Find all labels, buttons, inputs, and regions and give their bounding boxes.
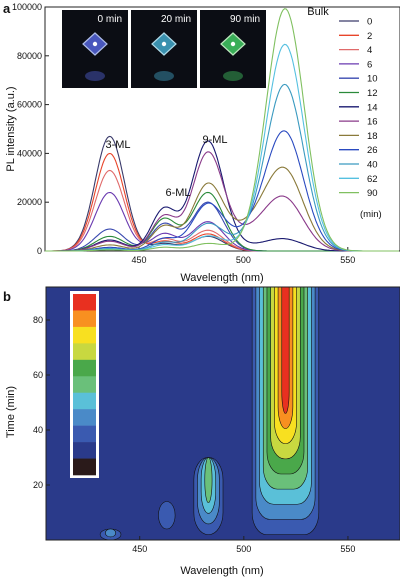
x-tick-label: 550 bbox=[340, 544, 355, 554]
reflection bbox=[154, 71, 174, 81]
panel-b-y-axis-title: Time (min) bbox=[5, 386, 17, 438]
contour-band bbox=[204, 457, 213, 504]
colorbar-segment bbox=[73, 326, 96, 344]
panel-a-y-axis-title: PL intensity (a.u.) bbox=[5, 86, 17, 171]
series-line-40min bbox=[45, 83, 399, 252]
panel-a-legend: 0 2 4 6 10 12 14 16 18 26 40 62 90 (min) bbox=[339, 17, 382, 220]
y-tick-label: 20000 bbox=[17, 197, 42, 207]
colorbar-segment bbox=[73, 392, 96, 410]
colorbar-segment bbox=[73, 425, 96, 443]
x-tick-label: 450 bbox=[132, 544, 147, 554]
peak-label: 6-ML bbox=[165, 187, 190, 199]
y-tick-label: 80 bbox=[33, 315, 43, 325]
light-spot bbox=[161, 41, 167, 47]
contour-band bbox=[158, 501, 176, 530]
y-tick-label: 80000 bbox=[17, 51, 42, 61]
light-spot bbox=[92, 41, 98, 47]
colorbar-segment bbox=[73, 294, 96, 311]
y-tick-label: 100000 bbox=[12, 2, 42, 12]
light-spot bbox=[230, 41, 236, 47]
panel-a-x-axis-title: Wavelength (nm) bbox=[180, 272, 263, 284]
legend-label: 40 bbox=[367, 160, 378, 171]
series-line-26min bbox=[45, 130, 399, 252]
series-line-14min bbox=[45, 140, 399, 252]
panel-b-x-axis-title: Wavelength (nm) bbox=[180, 565, 263, 577]
inset-time-label: 0 min bbox=[98, 14, 122, 25]
panel-b-axes: 20 40 60 80 450 500 550 bbox=[33, 315, 355, 554]
y-tick-label: 40000 bbox=[17, 148, 42, 158]
legend-label: 26 bbox=[367, 145, 378, 156]
legend-unit: (min) bbox=[360, 209, 382, 220]
panel-a-inset-photos: 0 min 20 min 90 min bbox=[62, 10, 266, 88]
panel-label-a: a bbox=[3, 1, 11, 16]
reflection bbox=[85, 71, 105, 81]
colorbar-segment bbox=[73, 442, 96, 459]
panel-a-series bbox=[45, 8, 399, 252]
series-line-90min bbox=[45, 8, 399, 252]
contour-band bbox=[281, 287, 290, 414]
legend-label: 62 bbox=[367, 174, 378, 185]
inset-time-label: 90 min bbox=[230, 14, 260, 25]
panel-a-annotations: 3-ML 6-ML 9-ML Bulk bbox=[105, 6, 329, 199]
contour-band bbox=[105, 528, 117, 538]
peak-label: 9-ML bbox=[202, 134, 227, 146]
inset-photo: 20 min bbox=[131, 10, 197, 88]
legend-label: 16 bbox=[367, 117, 378, 128]
x-tick-label: 550 bbox=[340, 255, 355, 265]
panel-b-colorbar bbox=[70, 291, 99, 478]
colorbar-segment bbox=[73, 458, 96, 476]
y-tick-label: 0 bbox=[37, 246, 42, 256]
peak-label: Bulk bbox=[307, 6, 329, 18]
legend-label: 10 bbox=[367, 74, 378, 85]
legend-label: 90 bbox=[367, 188, 378, 199]
x-tick-label: 450 bbox=[131, 255, 146, 265]
panel-label-b: b bbox=[3, 289, 11, 304]
colorbar-segment bbox=[73, 376, 96, 394]
colorbar-segment bbox=[73, 310, 96, 328]
inset-time-label: 20 min bbox=[161, 14, 191, 25]
inset-photo: 0 min bbox=[62, 10, 128, 88]
peak-label: 3-ML bbox=[105, 139, 130, 151]
legend-label: 6 bbox=[367, 59, 372, 70]
colorbar-segment bbox=[73, 409, 96, 426]
colorbar-segment bbox=[73, 343, 96, 361]
y-tick-label: 60 bbox=[33, 370, 43, 380]
x-tick-label: 500 bbox=[236, 255, 251, 265]
inset-photo: 90 min bbox=[200, 10, 266, 88]
x-tick-label: 500 bbox=[236, 544, 251, 554]
colorbar-segment bbox=[73, 359, 96, 377]
legend-label: 2 bbox=[367, 31, 372, 42]
legend-label: 14 bbox=[367, 102, 378, 113]
y-tick-label: 60000 bbox=[17, 100, 42, 110]
y-tick-label: 20 bbox=[33, 480, 43, 490]
y-tick-label: 40 bbox=[33, 425, 43, 435]
panel-b-plot-area bbox=[45, 286, 400, 541]
legend-label: 4 bbox=[367, 45, 372, 56]
legend-label: 12 bbox=[367, 88, 378, 99]
panel-b-contour-map bbox=[46, 287, 400, 540]
reflection bbox=[223, 71, 243, 81]
legend-label: 18 bbox=[367, 131, 378, 142]
legend-label: 0 bbox=[367, 17, 372, 28]
